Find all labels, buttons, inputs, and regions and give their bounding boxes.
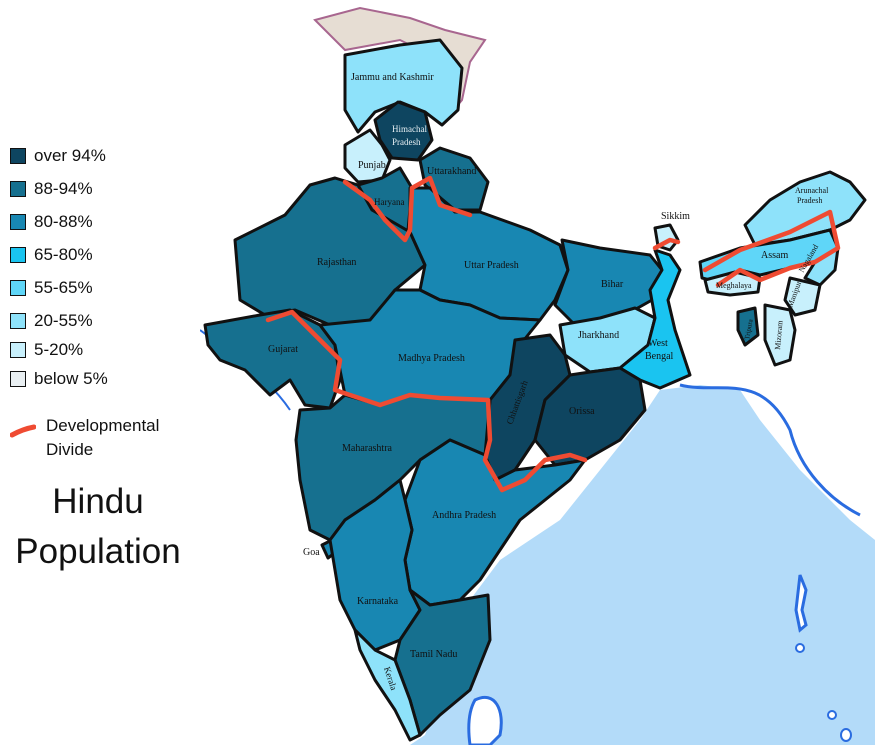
india-map: Jammu and Kashmir Himachal Pradesh Punja…	[199, 0, 875, 747]
andaman-islands	[794, 574, 808, 633]
legend-label: below 5%	[34, 369, 108, 388]
legend-item: 5-20%	[10, 340, 83, 360]
map-title-line2: Population	[15, 532, 181, 571]
divide-line-northeast	[702, 209, 841, 288]
state-tamil-nadu	[393, 588, 492, 737]
state-manipur	[783, 276, 822, 317]
state-labels: Jammu and Kashmir Himachal Pradesh Punja…	[268, 72, 829, 691]
legend-label: 88-94%	[34, 179, 93, 198]
state-west-bengal	[618, 248, 692, 390]
legend-swatch	[10, 371, 26, 387]
legend-item: below 5%	[10, 369, 108, 389]
legend-swatch	[10, 280, 26, 296]
legend-label: 55-65%	[34, 278, 93, 297]
state-orissa	[533, 366, 647, 467]
state-tripura	[736, 306, 760, 347]
legend-swatch	[10, 214, 26, 230]
legend-item: 88-94%	[10, 179, 93, 199]
legend-label: 20-55%	[34, 311, 93, 330]
legend-swatch	[10, 313, 26, 329]
label-maharashtra: Maharashtra	[342, 443, 393, 454]
legend-item: 80-88%	[10, 212, 93, 232]
label-arunachal-l1: Arunachal	[795, 186, 829, 195]
label-uttarakhand: Uttarakhand	[427, 166, 476, 177]
developmental-divide	[265, 175, 841, 493]
states	[203, 38, 867, 742]
legend-swatch	[10, 148, 26, 164]
divide-line-sikkim	[652, 237, 681, 251]
state-kerala	[353, 628, 422, 742]
label-orissa: Orissa	[569, 406, 595, 417]
label-tripura: Tripura	[743, 318, 755, 341]
label-mizoram: Mizoram	[773, 319, 785, 350]
label-bihar: Bihar	[601, 279, 624, 290]
label-haryana: Haryana	[374, 197, 404, 207]
legend-swatch	[10, 181, 26, 197]
label-west-bengal-l2: Bengal	[645, 351, 674, 362]
legend-label: 5-20%	[34, 340, 84, 359]
map-title-line1: Hindu	[52, 482, 144, 521]
divide-line-north	[342, 175, 473, 243]
legend-item: 20-55%	[10, 311, 93, 331]
label-sikkim: Sikkim	[661, 211, 690, 222]
label-west-bengal-l1: West	[648, 338, 668, 349]
legend-swatch	[10, 342, 26, 358]
label-uttar-pradesh: Uttar Pradesh	[464, 260, 519, 271]
legend-item: 65-80%	[10, 245, 93, 265]
state-chhattisgarh	[483, 333, 572, 482]
divide-line-icon	[10, 424, 36, 438]
label-arunachal-l2: Pradesh	[797, 196, 822, 205]
label-assam: Assam	[761, 250, 788, 261]
legend-swatch	[10, 247, 26, 263]
legend-panel: over 94% 88-94% 80-88% 65-80% 55-65% 20-…	[0, 0, 200, 745]
label-tamil-nadu: Tamil Nadu	[410, 649, 457, 660]
state-mizoram	[763, 303, 797, 367]
label-andhra-pradesh: Andhra Pradesh	[432, 510, 496, 521]
label-rajasthan: Rajasthan	[317, 257, 356, 268]
legend-label: over 94%	[34, 146, 106, 165]
divide-label-line2: Divide	[46, 440, 94, 459]
label-goa: Goa	[303, 547, 320, 558]
legend-divide-item: Developmental Divide	[10, 414, 159, 462]
label-punjab: Punjab	[358, 160, 386, 171]
divide-label-line1: Developmental	[46, 416, 160, 435]
map-area: Jammu and Kashmir Himachal Pradesh Punja…	[199, 0, 875, 747]
label-jammu-kashmir: Jammu and Kashmir	[351, 72, 434, 83]
state-punjab	[343, 128, 392, 184]
label-himachal-l1: Himachal	[392, 124, 427, 134]
label-himachal-l2: Pradesh	[392, 137, 421, 147]
label-jharkhand: Jharkhand	[578, 330, 619, 341]
coastline	[679, 383, 861, 517]
sri-lanka	[467, 696, 503, 747]
label-madhya-pradesh: Madhya Pradesh	[398, 353, 465, 364]
legend-item: over 94%	[10, 146, 106, 166]
legend-label: 80-88%	[34, 212, 93, 231]
label-karnataka: Karnataka	[357, 596, 399, 607]
state-jammu-kashmir	[343, 38, 464, 134]
label-gujarat: Gujarat	[268, 344, 298, 355]
divide-line-central	[265, 309, 588, 493]
legend-item: 55-65%	[10, 278, 93, 298]
legend-label: 65-80%	[34, 245, 93, 264]
label-meghalaya: Meghalaya	[716, 281, 752, 290]
